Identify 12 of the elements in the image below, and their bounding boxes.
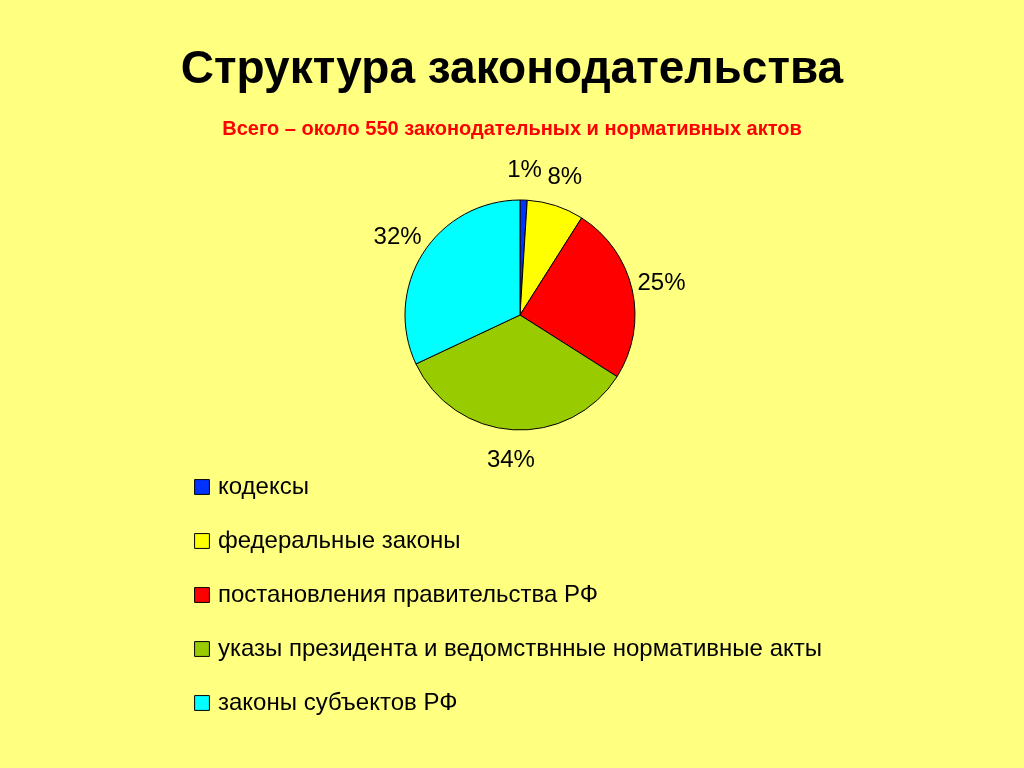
data-label: 32% [373, 222, 422, 250]
data-label: 1% [507, 155, 542, 183]
legend-label: федеральные законы [218, 526, 461, 553]
legend-label: постановления правительства РФ [218, 580, 598, 607]
data-label: 25% [637, 268, 686, 296]
chart-subtitle: Всего – около 550 законодательных и нормативных актов [222, 117, 802, 139]
legend-label: кодексы [218, 472, 309, 499]
data-label: 8% [547, 162, 583, 190]
chart-title: Структура законодательства [180, 41, 844, 93]
legend-label: указы президента и ведомствнные нормативные акты [218, 634, 822, 661]
legend-label: законы субъектов РФ [218, 688, 458, 715]
data-label: 34% [486, 444, 535, 472]
